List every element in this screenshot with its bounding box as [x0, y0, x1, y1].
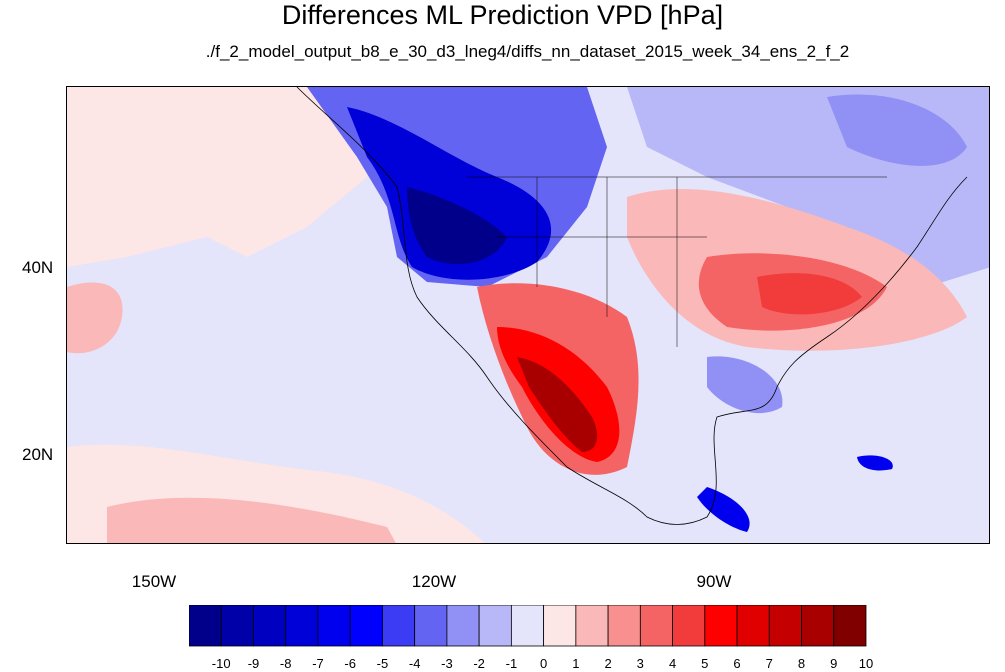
colorbar-swatch: [446, 605, 480, 647]
lat-label-20n: 20N: [22, 445, 54, 464]
colorbar-tick-label: 0: [539, 656, 548, 671]
map-panel: [66, 86, 990, 544]
colorbar-tick-label: 4: [668, 656, 677, 671]
map-subtitle: ./f_2_model_output_b8_e_30_d3_lneg4/diff…: [205, 42, 850, 61]
colorbar-swatch: [704, 605, 738, 647]
colorbar-swatch: [285, 605, 319, 647]
lon-label-120w: 120W: [411, 572, 457, 591]
colorbar-tick-label: 9: [830, 656, 838, 671]
field-region-east-core: [757, 273, 862, 315]
colorbar-tick-label: -9: [247, 656, 260, 671]
colorbar-swatch: [833, 605, 867, 647]
colorbar-swatch: [478, 605, 512, 647]
colorbar-tick-label: 3: [636, 656, 644, 671]
field-region-west-pink: [67, 87, 367, 267]
colorbar-tick-label: 5: [701, 656, 709, 671]
colorbar-swatch: [543, 605, 577, 647]
colorbar-tick-label: 6: [733, 656, 741, 671]
field-region-central-america-blue: [697, 487, 750, 532]
colorbar-tick-label: -6: [344, 656, 356, 671]
colorbar: [189, 605, 867, 647]
colorbar-tick-label: 8: [797, 656, 806, 671]
colorbar-swatch: [189, 605, 222, 647]
colorbar-tick-label: -1: [505, 656, 518, 671]
colorbar-tick-label: 10: [858, 656, 874, 671]
colorbar-tick-label: 2: [604, 656, 612, 671]
colorbar-swatch: [510, 605, 545, 647]
colorbar-swatch: [801, 605, 835, 647]
vpd-difference-field: [67, 87, 989, 543]
colorbar-swatch: [253, 605, 287, 647]
field-region-northwest-core: [407, 187, 507, 265]
colorbar-tick-label: 7: [765, 656, 773, 671]
colorbar-tick-label: -7: [312, 656, 324, 671]
colorbar-tick-label: -8: [279, 656, 292, 671]
state-borders: [467, 176, 887, 347]
colorbar-tick-label: -4: [408, 656, 421, 671]
colorbar-swatch: [639, 605, 673, 647]
colorbar-swatch: [768, 605, 802, 647]
field-region-caribbean-blue: [857, 455, 893, 471]
colorbar-tick-label: -3: [441, 656, 453, 671]
colorbar-tick-label: 1: [572, 656, 580, 671]
map-title: Differences ML Prediction VPD [hPa]: [281, 0, 724, 30]
field-region-pacific-light-red: [67, 282, 123, 354]
lat-label-40n: 40N: [22, 258, 54, 277]
field-region-canada-blue: [827, 94, 967, 166]
field-region-mexico-core: [517, 357, 598, 452]
lon-label-150w: 150W: [131, 572, 177, 591]
colorbar-swatch: [220, 605, 254, 647]
colorbar-swatch: [349, 605, 383, 647]
colorbar-swatch: [382, 605, 416, 647]
colorbar-tick-label: -5: [376, 656, 389, 671]
colorbar-swatch: [672, 605, 706, 647]
colorbar-swatch: [414, 605, 448, 647]
colorbar-swatch: [317, 605, 351, 647]
field-region-south-light-red: [107, 497, 396, 543]
colorbar-tick-label: -10: [211, 656, 231, 671]
field-region-gulf-blue: [707, 356, 783, 414]
lon-label-90w: 90W: [696, 572, 732, 591]
colorbar-swatch: [736, 605, 770, 647]
colorbar-tick-label: -2: [473, 656, 485, 671]
colorbar-swatch: [607, 605, 641, 647]
colorbar-swatch: [575, 605, 609, 647]
coastline: [296, 87, 968, 525]
